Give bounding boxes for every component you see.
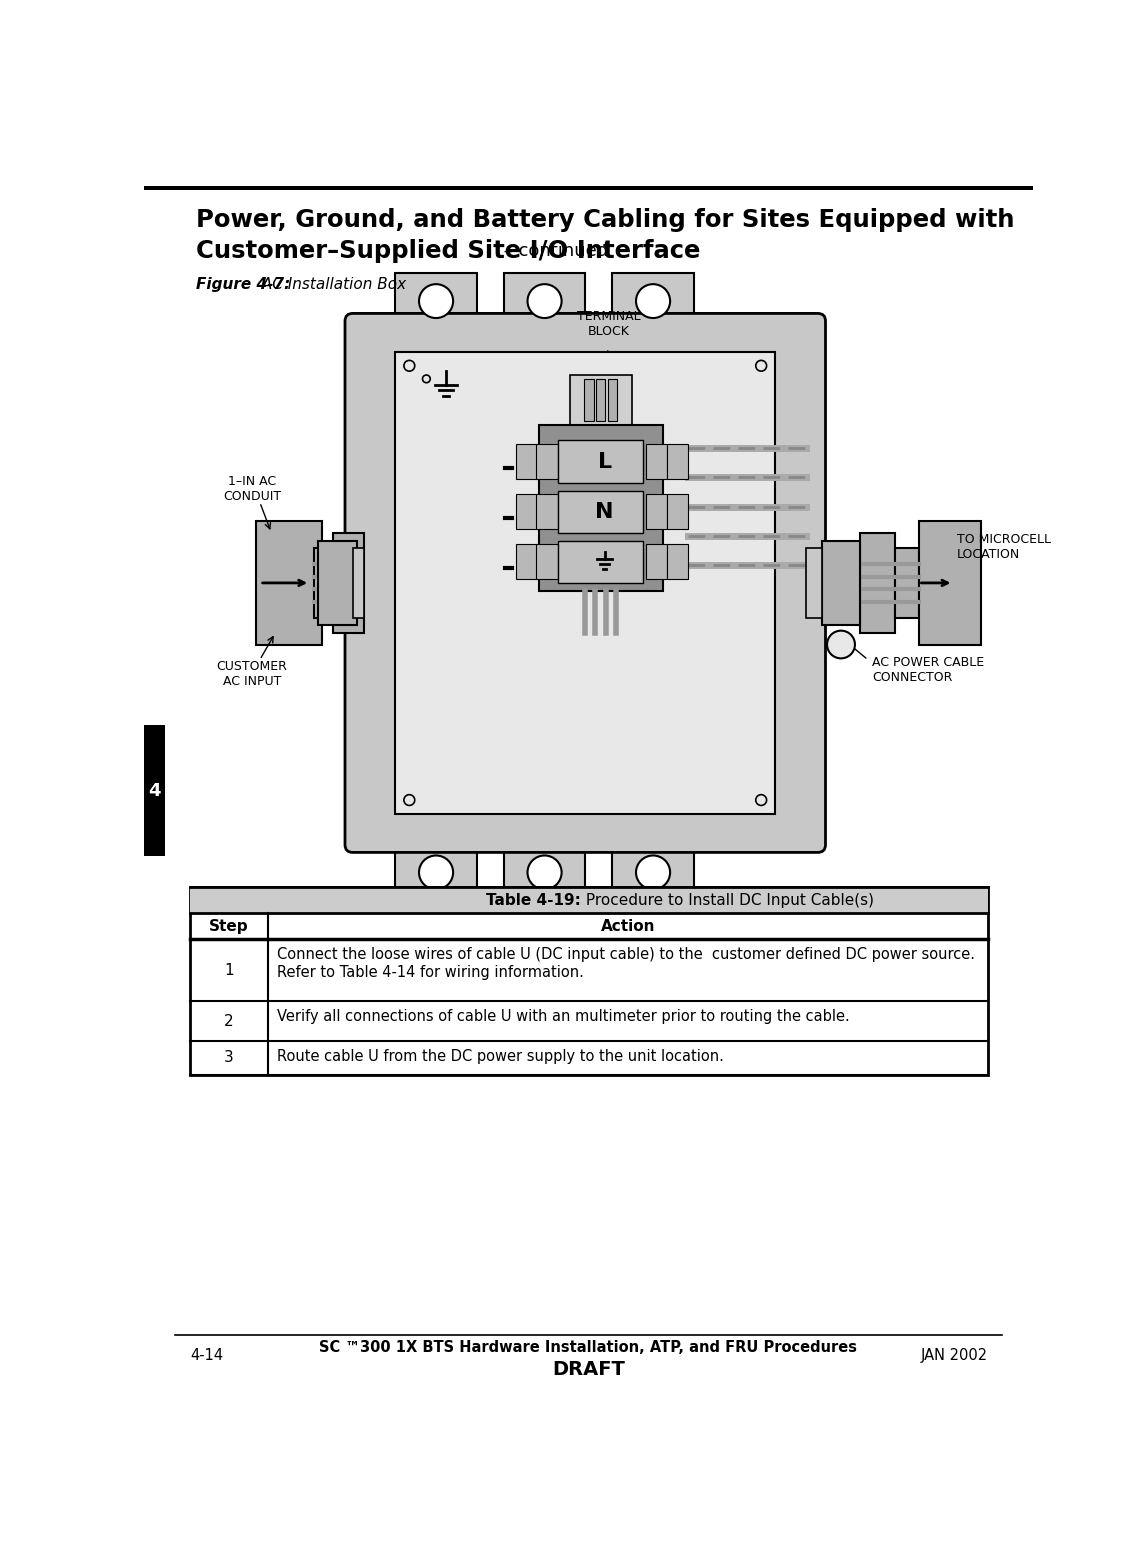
Text: 4: 4	[148, 781, 161, 800]
Bar	[536, 494, 558, 530]
Bar	[536, 545, 558, 579]
Bar	[191, 887, 988, 1075]
Text: Action: Action	[600, 919, 656, 933]
Text: N: N	[596, 502, 614, 522]
Text: L: L	[598, 452, 612, 472]
Circle shape	[827, 631, 855, 658]
Bar	[612, 837, 693, 893]
Circle shape	[636, 284, 670, 318]
Bar	[558, 491, 643, 533]
Text: 1–IN AC
CONDUIT: 1–IN AC CONDUIT	[223, 475, 281, 503]
Bar	[612, 273, 693, 329]
Bar	[860, 533, 895, 634]
Bar	[395, 837, 476, 893]
Bar	[645, 494, 667, 530]
Bar	[515, 494, 537, 530]
Bar	[667, 444, 689, 478]
Text: SC ™300 1X BTS Hardware Installation, ATP, and FRU Procedures: SC ™300 1X BTS Hardware Installation, AT…	[319, 1340, 858, 1356]
Bar	[515, 444, 537, 478]
Bar	[596, 379, 605, 421]
Text: Route cable U from the DC power supply to the unit location.: Route cable U from the DC power supply t…	[277, 1048, 723, 1064]
Circle shape	[755, 360, 767, 371]
Text: DRAFT: DRAFT	[552, 1359, 625, 1379]
Text: Verify all connections of cable U with an multimeter prior to routing the cable.: Verify all connections of cable U with a…	[277, 1009, 850, 1023]
Circle shape	[528, 856, 561, 890]
Bar	[645, 444, 667, 478]
Text: – continued: – continued	[498, 242, 608, 259]
Bar	[256, 522, 321, 644]
Text: Step: Step	[209, 919, 249, 933]
Circle shape	[404, 795, 414, 806]
Bar	[558, 441, 643, 483]
Bar	[806, 548, 822, 618]
Bar	[822, 540, 860, 626]
Bar	[395, 273, 476, 329]
Bar	[918, 522, 980, 644]
Text: Power, Ground, and Battery Cabling for Sites Equipped with: Power, Ground, and Battery Cabling for S…	[196, 208, 1015, 231]
Bar	[895, 548, 918, 618]
Circle shape	[528, 284, 561, 318]
Text: AC Installation Box: AC Installation Box	[257, 278, 405, 292]
Bar	[504, 273, 585, 329]
Text: Table 4-19:: Table 4-19:	[487, 893, 581, 907]
Text: NEUTRAL: NEUTRAL	[443, 505, 504, 519]
Bar	[191, 887, 988, 913]
Circle shape	[422, 374, 430, 382]
Text: NOTE: Shown with door removed for clarity: NOTE: Shown with door removed for clarit…	[573, 902, 829, 915]
Text: GROUND: GROUND	[444, 556, 504, 568]
Text: Figure 4-7:: Figure 4-7:	[196, 278, 290, 292]
Circle shape	[636, 856, 670, 890]
Text: CUSTOMER POWER
CONNECTIONS: CUSTOMER POWER CONNECTIONS	[478, 644, 599, 672]
Bar	[352, 548, 364, 618]
Bar	[667, 494, 689, 530]
Bar	[645, 545, 667, 579]
Bar	[515, 545, 537, 579]
Bar	[569, 374, 631, 426]
Text: JAN 2002: JAN 2002	[921, 1348, 988, 1362]
Bar	[536, 444, 558, 478]
Bar	[315, 548, 341, 618]
Text: Procedure to Install DC Input Cable(s): Procedure to Install DC Input Cable(s)	[581, 893, 875, 907]
Bar	[333, 533, 364, 634]
Bar	[504, 837, 585, 893]
Text: 2: 2	[224, 1014, 233, 1028]
Bar	[607, 379, 616, 421]
Text: 4-14: 4-14	[191, 1348, 223, 1362]
Circle shape	[419, 284, 453, 318]
Circle shape	[419, 856, 453, 890]
Circle shape	[755, 795, 767, 806]
Circle shape	[404, 360, 414, 371]
Bar	[558, 540, 643, 582]
Bar	[584, 379, 594, 421]
Text: Customer–Supplied Site I/O Interface: Customer–Supplied Site I/O Interface	[196, 239, 700, 262]
Bar	[144, 725, 165, 856]
Text: AC POWER CABLE
CONNECTOR: AC POWER CABLE CONNECTOR	[872, 655, 984, 683]
Text: TERMINAL
BLOCK: TERMINAL BLOCK	[576, 311, 641, 339]
Bar	[538, 426, 662, 590]
Text: CUSTOMER
AC INPUT: CUSTOMER AC INPUT	[217, 660, 287, 688]
Bar	[318, 540, 357, 626]
Text: LINE: LINE	[475, 455, 504, 467]
Text: Connect the loose wires of cable U (DC input cable) to the  customer defined DC : Connect the loose wires of cable U (DC i…	[277, 947, 975, 980]
Bar	[395, 353, 775, 814]
Bar	[144, 186, 1033, 189]
Text: TO MICROCELL
LOCATION: TO MICROCELL LOCATION	[957, 533, 1052, 561]
FancyBboxPatch shape	[346, 314, 825, 853]
Text: 1: 1	[224, 963, 233, 978]
Bar	[667, 545, 689, 579]
Text: 3: 3	[224, 1050, 234, 1065]
